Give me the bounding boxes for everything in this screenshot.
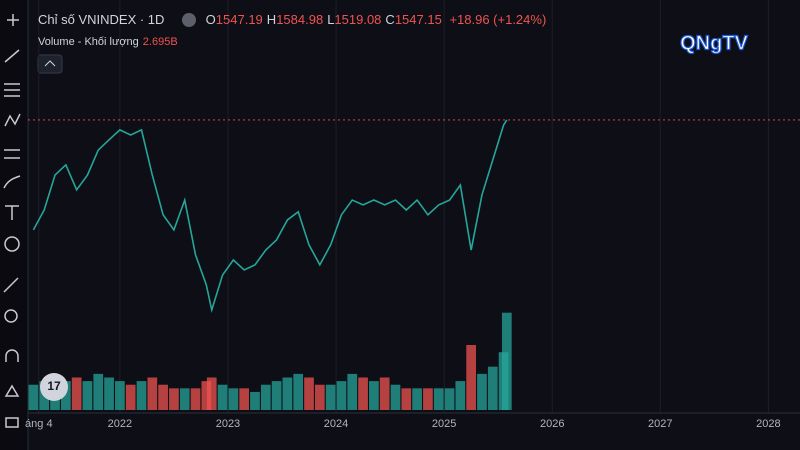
- x-tick-label: 2022: [108, 418, 132, 430]
- tv-logo-mark: 17: [47, 379, 61, 393]
- volume-bar: [466, 345, 477, 410]
- volume-bar: [314, 384, 325, 410]
- collapse-icon: [44, 60, 56, 67]
- emoji-tool[interactable]: [4, 236, 20, 252]
- pattern-tool[interactable]: [4, 113, 21, 127]
- volume-bar: [147, 377, 158, 410]
- volume-bar: [217, 384, 228, 410]
- volume-bar: [190, 388, 201, 410]
- volume-bar: [293, 373, 304, 410]
- change: +18.96 (+1.24%): [449, 12, 547, 27]
- volume-bar: [501, 312, 512, 410]
- volume-bar: [125, 384, 136, 410]
- volume-bar: [250, 391, 260, 410]
- projection-tool[interactable]: [4, 149, 20, 159]
- volume-bar: [271, 381, 282, 410]
- volume-bar: [260, 384, 271, 410]
- volume-bar: [179, 388, 190, 410]
- volume-bar: [401, 388, 412, 410]
- volume-bar: [423, 388, 433, 410]
- fib-tool[interactable]: [4, 83, 20, 97]
- volume-bar: [336, 381, 347, 410]
- ohlc-key: H: [266, 12, 277, 27]
- volume-bar: [239, 388, 250, 410]
- brush-tool[interactable]: [3, 175, 21, 189]
- volume-bar: [444, 388, 455, 410]
- symbol-header: Chỉ số VNINDEX · 1D O1547.19 H1584.98 L151…: [38, 12, 550, 27]
- ohlc-value: 1584.98: [276, 12, 324, 27]
- x-tick-label: 2027: [648, 418, 672, 430]
- lock-tool[interactable]: [5, 417, 19, 428]
- x-tick-label: 2026: [540, 418, 564, 430]
- line-tool[interactable]: [4, 49, 20, 63]
- volume-bar: [104, 377, 114, 410]
- magnet-tool[interactable]: [5, 349, 19, 362]
- volume-bar: [282, 377, 293, 410]
- volume-legend: Volume - Khối lượng 2.695B: [38, 36, 178, 48]
- x-tick-label: 2025: [432, 418, 456, 430]
- text-tool[interactable]: [5, 205, 19, 220]
- volume-bar: [455, 381, 466, 410]
- x-tick-label: 2023: [216, 418, 240, 430]
- volume-bar: [136, 381, 147, 410]
- channel-logo: QNgTV: [680, 32, 748, 54]
- hide-button[interactable]: [182, 13, 196, 27]
- measure-tool[interactable]: [3, 277, 19, 293]
- ohlc-value: 1519.08: [334, 12, 382, 27]
- volume-bar: [304, 377, 314, 410]
- collapse-button[interactable]: [37, 54, 63, 74]
- volume-bar: [201, 381, 212, 410]
- x-tick-label: 2024: [324, 418, 348, 430]
- volume-bar: [115, 381, 125, 410]
- volume-value: 2.695B: [142, 36, 178, 48]
- volume-bar: [347, 373, 358, 410]
- ohlc: O1547.19 H1584.98 L1519.08 C1547.15: [206, 12, 446, 27]
- zoom-tool[interactable]: [4, 309, 18, 323]
- tv-logo[interactable]: [40, 373, 68, 401]
- ohlc-value: 1547.19: [215, 12, 263, 27]
- ohlc-key: O: [205, 12, 216, 27]
- volume-bar: [433, 388, 444, 410]
- crosshair-tool[interactable]: [7, 14, 19, 26]
- volume-bar: [358, 377, 368, 410]
- volume-bar: [390, 384, 401, 410]
- toolbar-icons[interactable]: [3, 14, 21, 428]
- ohlc-value: 1547.15: [394, 12, 442, 27]
- volume-bar: [169, 388, 179, 410]
- lock-draw-tool[interactable]: [4, 384, 20, 397]
- volume-bar: [369, 381, 379, 410]
- volume-bar: [82, 381, 93, 410]
- volume-bar: [93, 373, 104, 410]
- volume-bar: [487, 366, 498, 410]
- ohlc-key: C: [385, 12, 395, 27]
- x-tick-label: 2028: [756, 418, 780, 430]
- volume-bar: [379, 377, 390, 410]
- volume-bar: [71, 377, 82, 410]
- volume-bar: [60, 381, 71, 410]
- volume-bar: [158, 384, 168, 410]
- volume-bar: [228, 388, 239, 410]
- volume-bar: [412, 388, 422, 410]
- volume-bar: [28, 384, 39, 410]
- volume-label: Volume - Khối lượng: [38, 36, 139, 48]
- symbol-title: Chỉ số VNINDEX · 1D: [38, 12, 165, 27]
- ohlc-key: L: [327, 12, 335, 27]
- volume-bar: [325, 384, 336, 410]
- x-tick-label: áng 4: [25, 418, 53, 430]
- volume-bar: [206, 377, 217, 410]
- volume-bar: [477, 373, 487, 410]
- price-line: [32, 119, 508, 314]
- toolbar: [0, 0, 28, 450]
